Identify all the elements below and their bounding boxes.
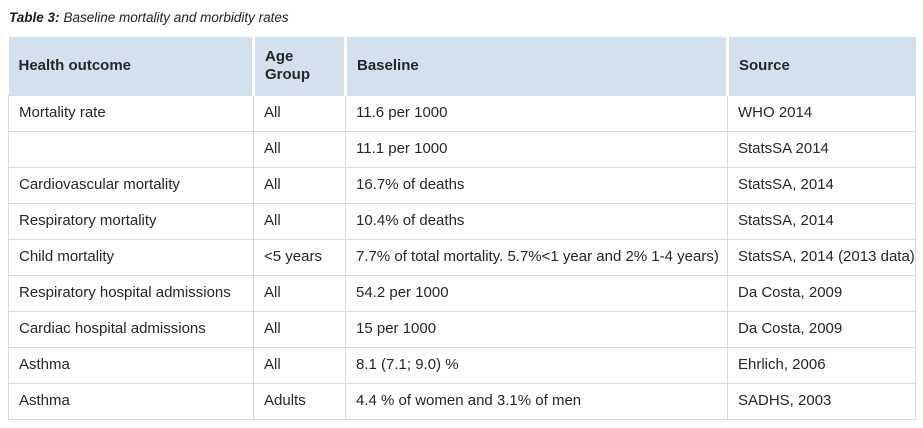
column-header-source: Source [726, 37, 916, 96]
cell-outcome: Asthma [8, 383, 254, 420]
cell-outcome: Cardiac hospital admissions [8, 311, 254, 348]
cell-source: Da Costa, 2009 [727, 311, 916, 348]
cell-baseline: 54.2 per 1000 [345, 275, 728, 312]
cell-age-group: All [253, 311, 346, 348]
cell-age-group: Adults [253, 383, 346, 420]
cell-outcome: Mortality rate [8, 95, 254, 132]
cell-baseline: 7.7% of total mortality. 5.7%<1 year and… [345, 239, 728, 276]
cell-source: Da Costa, 2009 [727, 275, 916, 312]
table-row: Mortality rate All 11.6 per 1000 WHO 2014 [8, 95, 916, 132]
cell-source: StatsSA 2014 [727, 131, 916, 168]
table-caption-label: Table 3: [9, 10, 60, 25]
column-header-health-outcome: Health outcome [8, 37, 254, 96]
cell-outcome: Respiratory hospital admissions [8, 275, 254, 312]
table-row: Asthma All 8.1 (7.1; 9.0) % Ehrlich, 2006 [8, 347, 916, 384]
cell-baseline: 11.1 per 1000 [345, 131, 728, 168]
cell-outcome: Cardiovascular mortality [8, 167, 254, 204]
cell-source: WHO 2014 [727, 95, 916, 132]
cell-source: SADHS, 2003 [727, 383, 916, 420]
table-row: Asthma Adults 4.4 % of women and 3.1% of m… [8, 383, 916, 420]
cell-age-group: All [253, 275, 346, 312]
cell-baseline: 10.4% of deaths [345, 203, 728, 240]
cell-age-group: All [253, 131, 346, 168]
table-row: All 11.1 per 1000 StatsSA 2014 [8, 131, 916, 168]
table-header-row: Health outcome Age Group Baseline Source [8, 37, 916, 96]
table-row: Cardiac hospital admissions All 15 per 100… [8, 311, 916, 348]
cell-outcome: Child mortality [8, 239, 254, 276]
baseline-rates-table: Health outcome Age Group Baseline Source… [8, 37, 916, 420]
table-row: Respiratory mortality All 10.4% of deaths S… [8, 203, 916, 240]
cell-outcome [8, 131, 254, 168]
table-body: Mortality rate All 11.6 per 1000 WHO 2014 Al… [8, 95, 916, 420]
cell-outcome: Respiratory mortality [8, 203, 254, 240]
cell-outcome: Asthma [8, 347, 254, 384]
table-row: Respiratory hospital admissions All 54.2 p… [8, 275, 916, 312]
cell-age-group: <5 years [253, 239, 346, 276]
cell-source: StatsSA, 2014 (2013 data) [727, 239, 916, 276]
cell-source: Ehrlich, 2006 [727, 347, 916, 384]
cell-age-group: All [253, 203, 346, 240]
table-row: Child mortality <5 years 7.7% of total mor… [8, 239, 916, 276]
cell-baseline: 15 per 1000 [345, 311, 728, 348]
cell-baseline: 16.7% of deaths [345, 167, 728, 204]
cell-baseline: 8.1 (7.1; 9.0) % [345, 347, 728, 384]
cell-source: StatsSA, 2014 [727, 203, 916, 240]
cell-age-group: All [253, 95, 346, 132]
cell-age-group: All [253, 347, 346, 384]
cell-baseline: 4.4 % of women and 3.1% of men [345, 383, 728, 420]
column-header-age-group: Age Group [252, 37, 346, 96]
cell-source: StatsSA, 2014 [727, 167, 916, 204]
cell-age-group: All [253, 167, 346, 204]
table-row: Cardiovascular mortality All 16.7% of deat… [8, 167, 916, 204]
table-caption-text: Baseline mortality and morbidity rates [63, 10, 289, 25]
cell-baseline: 11.6 per 1000 [345, 95, 728, 132]
table-caption: Table 3: Baseline mortality and morbidity… [9, 9, 915, 27]
column-header-baseline: Baseline [344, 37, 728, 96]
